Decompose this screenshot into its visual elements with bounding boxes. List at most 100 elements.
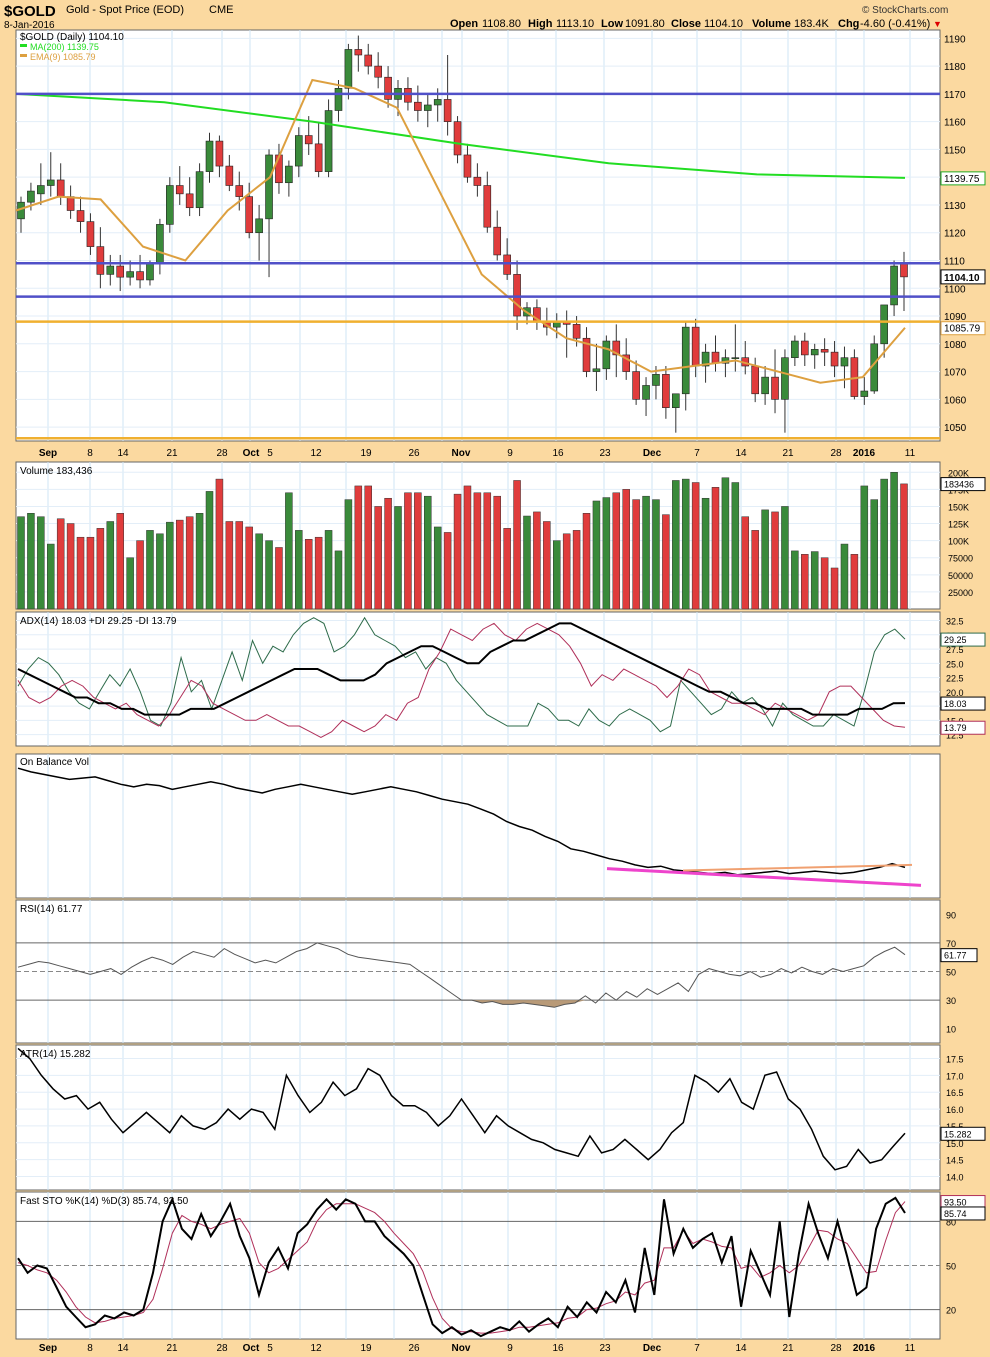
volume-bar [76,536,85,610]
x-axis-label: 28 [830,448,842,459]
candle-body [96,246,105,275]
minus-di-line [17,622,906,738]
close-label: Close [671,18,701,30]
candle-body [662,374,670,408]
x-axis-label: 23 [599,448,611,459]
candle-body [691,326,700,367]
candle-body [195,171,204,209]
volume-bar [443,532,452,610]
x-axis-label: Dec [643,448,662,459]
x-axis-label: 8 [87,448,93,459]
volume-bar [17,516,25,610]
volume-bar [96,528,105,610]
volume-bar [513,480,521,610]
symbol-label: $GOLD [4,3,56,20]
candle-body [681,326,690,395]
candle-body [324,110,333,172]
candle-body [334,88,343,111]
y-tick-label: 12.5 [946,731,964,741]
candle-body [126,271,134,278]
volume-bar [890,472,898,610]
y-tick-label: 150K [948,502,969,512]
x-axis-label: Nov [452,1343,471,1354]
candle-body [810,349,819,356]
x-axis-label: 11 [905,1343,916,1354]
rsi-last-label: 61.77 [944,951,967,961]
volume-bar [27,513,35,610]
candle-body [711,351,720,364]
exchange-label: CME [209,4,233,16]
candle-body [781,357,789,400]
candle-body [66,196,75,211]
volume-bar [463,485,472,610]
y-tick-label: 50 [946,1262,956,1272]
x-axis-label: 26 [408,448,420,459]
volume-bar [364,485,372,610]
x-axis-label: 12 [310,448,322,459]
candle-body [166,185,174,225]
y-tick-label: 32.5 [946,617,964,627]
volume-bar [285,492,293,610]
candle-body [503,254,511,275]
x-axis-label: 16 [552,1343,564,1354]
volume-bar [880,478,888,610]
y-tick-label: 70 [946,939,956,949]
candle-body [582,337,591,372]
candle-body [642,385,650,400]
candle-body [840,357,849,367]
volume-bar [265,540,273,610]
candle-body [731,357,740,359]
volume-bar [354,485,363,610]
candle-body [830,351,839,367]
volume-bar [56,518,65,610]
x-axis-label: 21 [782,1343,794,1354]
volume-bar [632,499,640,610]
panels: Sep Sep 8 8 14 14 21 21 28 28 Oct Oct 5 5 12 12 19 19 26 26… [15,29,986,1354]
y-tick-label: 15.0 [946,1139,964,1149]
x-axis-label: Dec [643,1343,662,1354]
x-axis-label: 14 [735,448,747,459]
x-axis-label: 28 [216,1343,228,1354]
volume-bar [493,495,501,610]
x-axis-label: 19 [360,1343,372,1354]
candle-body [751,365,759,395]
last-close-box [940,269,986,285]
x-axis-label: 14 [117,1343,129,1354]
y-tick-label: 16.0 [946,1105,964,1115]
candle-body [225,165,234,186]
obv-title: On Balance Vol [20,757,89,768]
volume-bar [810,551,819,610]
volume-bar [384,497,392,610]
volume-bar [314,536,323,610]
ema9-value-label: 1085.79 [944,324,981,335]
volume-bar [205,491,214,610]
y-tick-label: 1130 [944,201,966,212]
candle-body [900,263,908,278]
adx-box [940,696,986,711]
x-axis-label: 11 [905,448,916,459]
ema9-value-box [940,321,986,336]
panel-2 [15,611,941,747]
candle-body [771,376,779,400]
x-axis-label: 28 [216,448,228,459]
down-arrow-icon: ▼ [933,19,942,29]
y-tick-label: 17.5 [946,1054,964,1064]
atr-last-label: 15.282 [944,1129,972,1139]
volume-bar [175,519,184,610]
x-axis-label: 12 [310,1343,322,1354]
candle-body [404,88,412,103]
y-tick-label: 30 [946,996,956,1006]
y-tick-label: 1070 [944,368,967,379]
volume-bar [334,550,343,610]
volume-bar [711,487,720,610]
x-axis-label: 21 [166,1343,178,1354]
volume-bar [394,506,402,610]
volume-bar [86,536,95,610]
volume-bar [374,506,382,610]
volume-bar [344,499,353,610]
candle-body [612,340,621,356]
minus-di-box [940,720,986,735]
sto-title: Fast STO %K(14) %D(3) 85.74, 93.50 [20,1196,189,1207]
volume-bar [553,540,561,610]
candle-body [46,179,55,186]
